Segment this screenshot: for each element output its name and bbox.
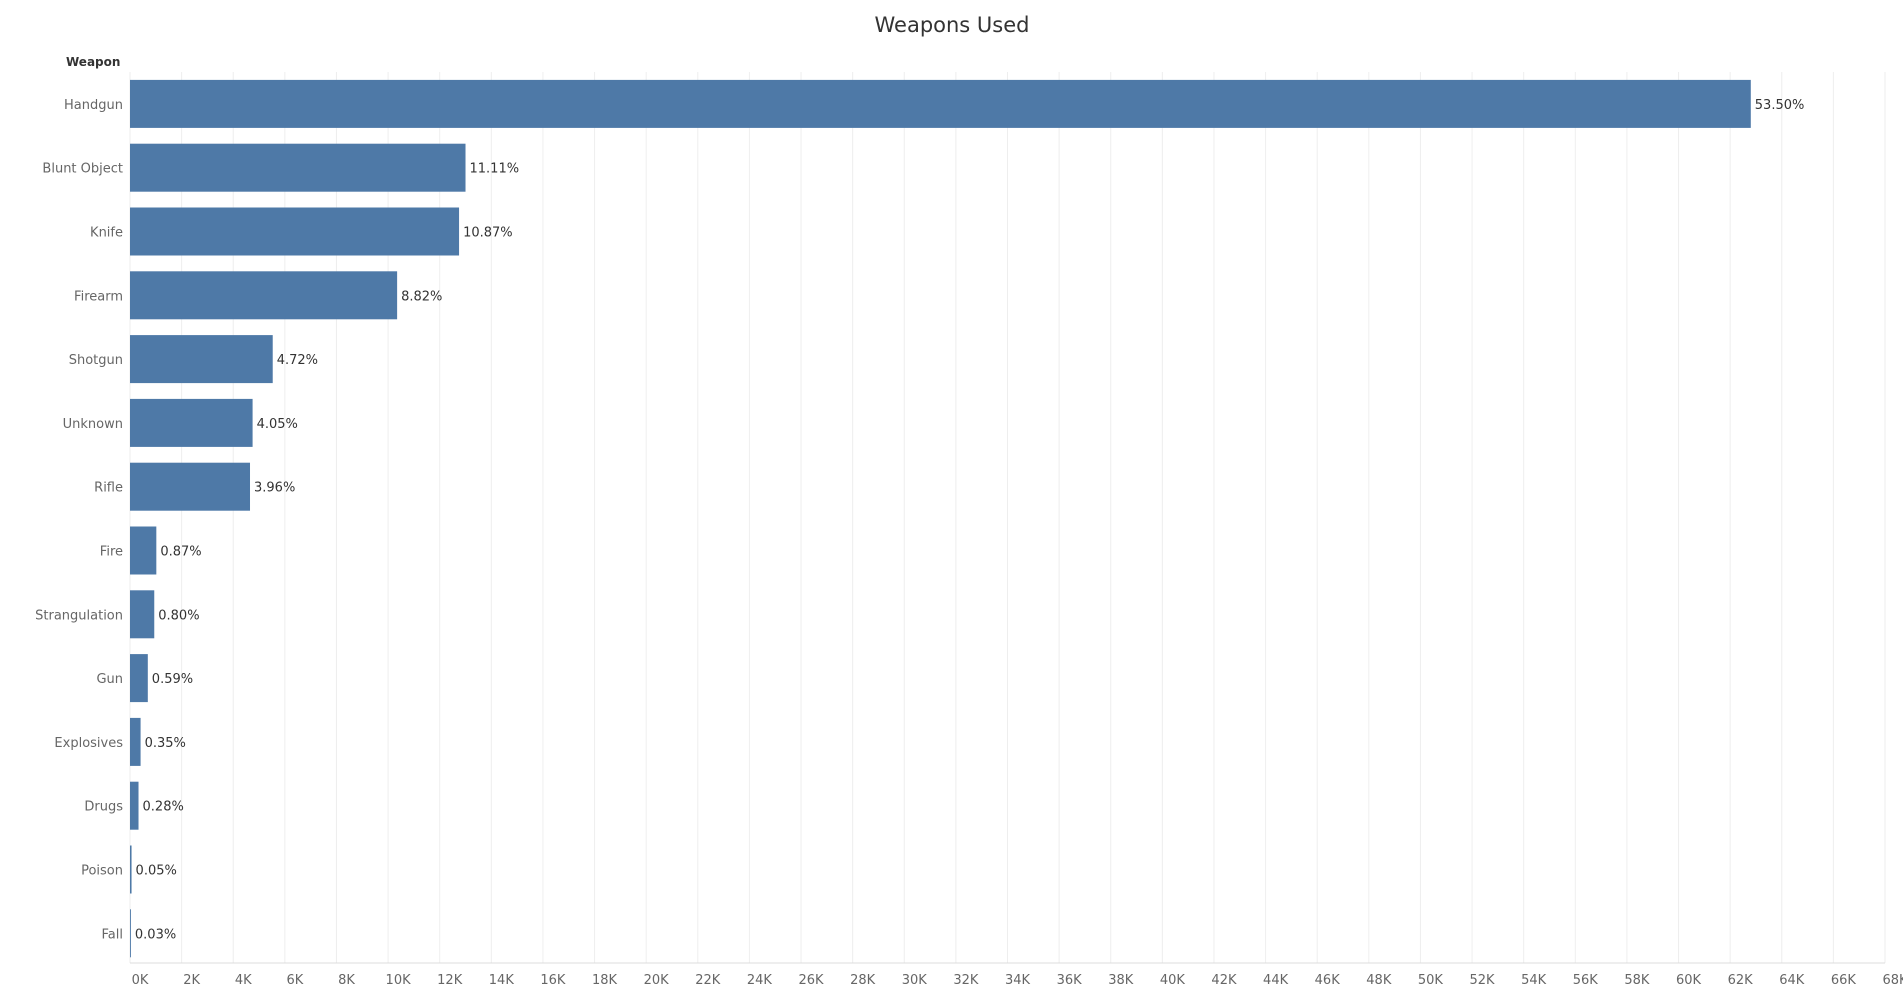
x-tick-label: 46K xyxy=(1315,973,1341,988)
bar[interactable] xyxy=(130,526,157,575)
x-tick-label: 32K xyxy=(953,973,979,988)
x-tick-label: 44K xyxy=(1263,973,1289,988)
x-tick-label: 52K xyxy=(1470,973,1496,988)
chart-title: Weapons Used xyxy=(875,13,1030,37)
x-tick-label: 38K xyxy=(1108,973,1134,988)
category-label: Drugs xyxy=(84,800,123,815)
data-label: 0.28% xyxy=(143,800,184,815)
x-tick-label: 0K xyxy=(132,973,149,988)
x-tick-label: 68K xyxy=(1882,973,1903,988)
data-label: 53.50% xyxy=(1755,98,1805,113)
x-tick-label: 22K xyxy=(695,973,721,988)
data-label: 4.72% xyxy=(277,353,318,368)
category-label: Handgun xyxy=(64,98,123,113)
data-label: 8.82% xyxy=(401,289,442,304)
category-label: Rifle xyxy=(94,481,123,496)
x-tick-label: 12K xyxy=(437,973,463,988)
category-labels: Handgun Blunt Object Knife Firearm Shotgun Un… xyxy=(35,98,123,942)
x-tick-label: 2K xyxy=(183,973,200,988)
row-header-label: Weapon xyxy=(66,55,120,69)
data-label: 10.87% xyxy=(463,226,513,241)
data-label: 0.03% xyxy=(135,927,176,942)
x-tick-label: 26K xyxy=(798,973,824,988)
x-tick-label: 58K xyxy=(1624,973,1650,988)
bar[interactable] xyxy=(130,909,131,958)
bar[interactable] xyxy=(130,717,141,766)
bar[interactable] xyxy=(130,590,155,639)
x-tick-label: 20K xyxy=(644,973,670,988)
x-tick-label: 48K xyxy=(1366,973,1392,988)
data-label: 0.59% xyxy=(152,672,193,687)
bar[interactable] xyxy=(130,207,460,256)
bar[interactable] xyxy=(130,143,466,192)
x-tick-label: 28K xyxy=(850,973,876,988)
x-tick-label: 4K xyxy=(235,973,252,988)
data-label: 0.35% xyxy=(145,736,186,751)
x-tick-label: 18K xyxy=(592,973,618,988)
bar[interactable] xyxy=(130,462,251,511)
category-label: Unknown xyxy=(63,417,123,432)
bar[interactable] xyxy=(130,781,139,830)
bar[interactable] xyxy=(130,398,253,447)
data-label: 11.11% xyxy=(470,162,520,177)
x-tick-label: 34K xyxy=(1005,973,1031,988)
data-labels: 53.50% 11.11% 10.87% 8.82% 4.72% 4.05% 3.96% 0.… xyxy=(135,98,1804,942)
bar[interactable] xyxy=(130,335,273,384)
bar[interactable] xyxy=(130,654,148,703)
category-label: Poison xyxy=(81,864,123,879)
category-label: Fall xyxy=(102,927,123,942)
x-tick-label: 24K xyxy=(747,973,773,988)
category-label: Gun xyxy=(96,672,123,687)
x-tick-label: 14K xyxy=(489,973,515,988)
bar[interactable] xyxy=(130,845,132,894)
x-tick-label: 62K xyxy=(1728,973,1754,988)
category-label: Knife xyxy=(90,226,123,241)
category-label: Explosives xyxy=(54,736,123,751)
x-tick-label: 6K xyxy=(286,973,303,988)
x-tick-label: 30K xyxy=(902,973,928,988)
x-tick-label: 16K xyxy=(540,973,566,988)
bars xyxy=(130,79,1751,958)
x-tick-label: 64K xyxy=(1779,973,1805,988)
data-label: 3.96% xyxy=(254,481,295,496)
x-tick-label: 60K xyxy=(1676,973,1702,988)
data-label: 0.80% xyxy=(158,608,199,623)
x-tick-label: 42K xyxy=(1211,973,1237,988)
bar[interactable] xyxy=(130,271,398,320)
category-label: Shotgun xyxy=(69,353,123,368)
x-tick-label: 36K xyxy=(1057,973,1083,988)
data-label: 0.87% xyxy=(160,545,201,560)
x-tick-label: 50K xyxy=(1418,973,1444,988)
x-tick-label: 56K xyxy=(1573,973,1599,988)
grid-lines xyxy=(129,72,1886,964)
x-tick-label: 10K xyxy=(386,973,412,988)
data-label: 0.05% xyxy=(136,864,177,879)
x-tick-label: 54K xyxy=(1521,973,1547,988)
bar[interactable] xyxy=(130,79,1751,128)
category-label: Firearm xyxy=(74,289,123,304)
category-label: Strangulation xyxy=(35,608,123,623)
category-label: Blunt Object xyxy=(42,162,123,177)
x-tick-label: 40K xyxy=(1160,973,1186,988)
x-tick-label: 8K xyxy=(338,973,355,988)
category-label: Fire xyxy=(100,545,123,560)
data-label: 4.05% xyxy=(257,417,298,432)
x-tick-label: 66K xyxy=(1831,973,1857,988)
x-axis-ticks: 0K 2K 4K 6K 8K 10K 12K 14K 16K 18K 20K 22K 24K 26K 28K… xyxy=(132,973,1903,988)
